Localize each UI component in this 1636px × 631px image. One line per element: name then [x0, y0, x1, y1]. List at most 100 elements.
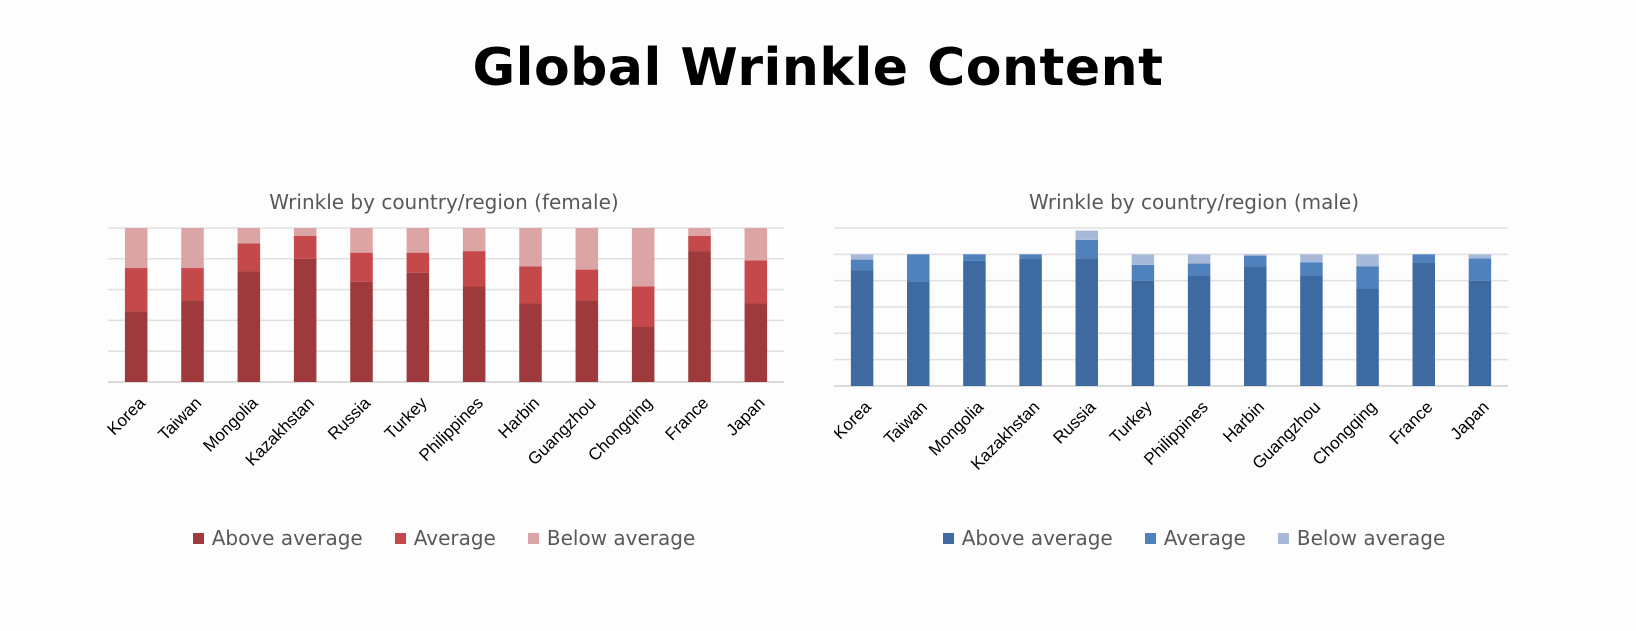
bar-segment [519, 228, 542, 267]
bar-segment [1131, 264, 1155, 281]
x-tick-label: Taiwan [154, 393, 205, 444]
legend-label: Average [413, 526, 496, 550]
legend-item-below-average: Below average [527, 526, 696, 550]
bar-segment [350, 281, 373, 382]
bar-segment [1300, 262, 1323, 276]
x-tick-label: Harbin [494, 393, 543, 442]
bar-segment [907, 281, 930, 386]
legend-label: Average [1163, 526, 1246, 550]
bar-segment [462, 286, 486, 382]
chart-legend: Above average Average Below average [84, 526, 804, 550]
bar-segment [1356, 288, 1379, 386]
legend-label: Below average [546, 526, 696, 550]
bar-segment [462, 251, 486, 287]
bar-segment [1412, 262, 1435, 386]
bar-segment [688, 251, 711, 382]
bar-segment [350, 252, 373, 282]
legend-swatch [394, 532, 406, 544]
chart-title: Wrinkle by country/region (female) [269, 190, 619, 214]
x-tick-label: Turkey [381, 393, 431, 443]
bar-segment [181, 268, 204, 301]
bar-segment [575, 300, 599, 382]
legend-item-above-average: Above average [942, 526, 1113, 550]
bar-segment [744, 228, 768, 261]
bar-segment [124, 268, 148, 312]
bar-segment [462, 228, 486, 252]
bar-segment [1131, 280, 1155, 386]
bar-segment [631, 228, 655, 287]
bar-segment [406, 252, 430, 273]
x-tick-label: Harbin [1219, 397, 1268, 446]
bar-segment [519, 266, 542, 304]
x-tick-label: Korea [103, 393, 149, 439]
bar-segment [850, 270, 874, 386]
bar-segment [1019, 254, 1042, 259]
bar-segment [350, 228, 373, 253]
bar-segment [850, 259, 874, 271]
bar-segment [1244, 254, 1267, 256]
bar-segment [631, 286, 655, 327]
bar-segment [1356, 266, 1379, 289]
bar-segment [963, 254, 986, 261]
x-tick-label: Japan [722, 393, 768, 439]
bar-segment [688, 228, 711, 236]
female-chart: Wrinkle by country/region (female) Korea… [84, 190, 804, 570]
male-chart: Wrinkle by country/region (male) Korea Ta… [834, 190, 1554, 570]
bar-segment [1131, 254, 1155, 265]
bar-segment [688, 235, 711, 252]
bar-segment [575, 269, 599, 301]
legend-swatch [1277, 532, 1289, 544]
bar-segment [1300, 254, 1323, 263]
bar-segment [1187, 254, 1211, 264]
legend-item-average: Average [1144, 526, 1246, 550]
bar-segment [575, 228, 599, 270]
bar-segment [1300, 275, 1323, 386]
bar-segment [293, 228, 317, 236]
bar-segment [1468, 254, 1492, 259]
legend-label: Above average [961, 526, 1113, 550]
bar-segment [631, 326, 655, 382]
bar-segment [181, 300, 204, 382]
bar-segment [1468, 280, 1492, 386]
bar-segment [850, 254, 874, 260]
bar-segment [907, 254, 930, 282]
x-tick-label: Turkey [1106, 397, 1156, 447]
legend-swatch [942, 532, 954, 544]
bar-segment [237, 243, 261, 272]
legend-item-average: Average [394, 526, 496, 550]
x-tick-label: Taiwan [880, 397, 931, 448]
legend-item-above-average: Above average [192, 526, 363, 550]
bar-segment [1356, 254, 1379, 267]
legend-item-below-average: Below average [1277, 526, 1446, 550]
legend-label: Below average [1296, 526, 1446, 550]
legend-swatch [1144, 532, 1156, 544]
legend-swatch [527, 532, 539, 544]
bar-segment [1412, 254, 1435, 263]
bar-segment [293, 235, 317, 259]
bar-segment [1187, 275, 1211, 386]
bar-segment [237, 228, 261, 244]
bar-segment [124, 228, 148, 269]
x-tick-label: Russia [324, 393, 375, 444]
chart-legend: Above average Average Below average [834, 526, 1554, 550]
x-tick-label: Russia [1049, 397, 1100, 448]
chart-title: Wrinkle by country/region (male) [1028, 190, 1360, 214]
bar-segment [406, 272, 430, 382]
legend-label: Above average [211, 526, 363, 550]
bar-segment [124, 311, 148, 382]
bar-segment [744, 260, 768, 304]
bar-segment [963, 260, 986, 386]
x-tick-label: France [1386, 397, 1437, 448]
x-tick-label: Korea [834, 397, 875, 443]
bar-segment [406, 228, 430, 253]
bar-segment [519, 303, 542, 382]
bar-segment [1244, 266, 1267, 386]
legend-swatch [192, 532, 204, 544]
bar-segment [1075, 258, 1098, 386]
bar-segment [1075, 239, 1098, 259]
bar-segment [1468, 258, 1492, 281]
bar-segment [1187, 263, 1211, 276]
x-tick-label: Japan [1447, 397, 1493, 443]
